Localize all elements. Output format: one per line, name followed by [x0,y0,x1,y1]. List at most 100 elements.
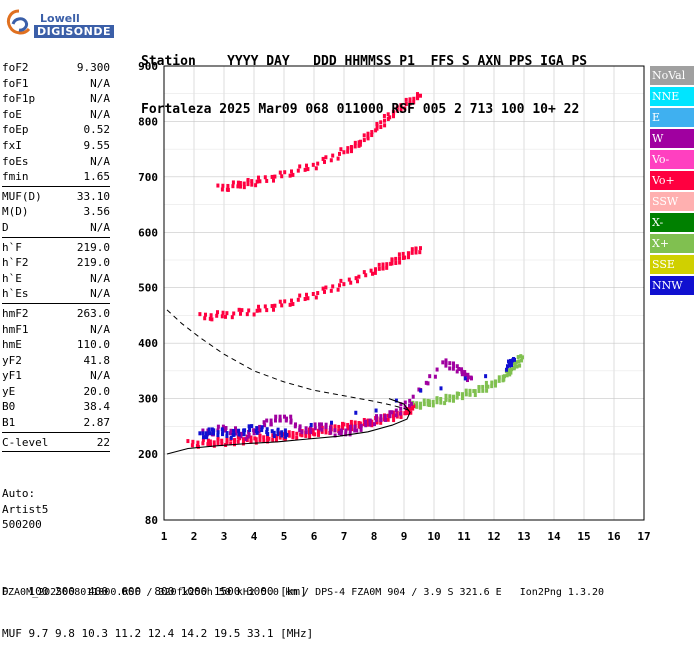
echo-point [246,178,250,183]
echo-point [321,156,325,161]
echo-point [515,364,519,369]
echo-point [270,429,274,434]
echo-point [512,357,515,361]
echo-point [250,424,254,429]
x-tick-label: 5 [281,530,288,543]
param-label: B1 [2,416,16,430]
param-row: fxI 9.55 [2,138,110,154]
echo-point [477,385,481,390]
param-value: 263.0 [76,306,110,320]
echo-point [477,388,481,393]
echo-point [212,428,216,433]
echo-point [208,316,212,321]
echo-point [232,438,236,443]
echo-point [258,308,262,313]
param-separator [2,236,110,238]
echo-point [244,437,248,442]
echo-point [366,134,370,139]
echo-point [245,312,249,317]
echo-point [503,374,506,379]
echo-point [510,367,514,372]
echo-point [392,414,395,419]
echo-point [375,420,379,425]
distance-muf-table: D 100 200 400 600 800 1000 1500 3000 [km… [2,557,313,655]
echo-point [408,403,411,408]
echo-point [463,372,467,377]
echo-point [235,429,238,434]
echo-point [232,428,236,433]
echo-point [381,262,385,267]
param-label: hmE [2,338,22,352]
echo-point [242,437,245,442]
echo-point [289,414,293,419]
echo-point [236,439,240,444]
echo-point [460,372,464,377]
echo-point [338,151,341,156]
echo-point [439,386,443,391]
echo-point [242,185,246,190]
echo-point [364,423,368,428]
echo-point [311,428,315,433]
param-row: yF1 N/A [2,368,110,384]
echo-point [470,376,473,381]
echo-point [283,437,287,442]
echo-point [265,178,269,183]
echo-point [356,279,359,284]
echo-point [234,426,237,431]
echo-point [208,431,211,436]
echo-point [318,426,322,431]
echo-point [295,431,299,436]
echo-point [386,112,390,117]
echo-point [204,312,207,317]
param-label: M(D) [2,205,29,219]
echo-point [333,428,337,433]
echo-point [362,138,366,143]
echo-point [353,140,357,145]
echo-point [373,422,376,427]
echo-point [226,183,230,188]
echo-point [272,434,276,439]
y-tick-label: 600 [138,226,158,239]
param-row: foEs N/A [2,154,110,170]
echo-point [255,179,259,184]
echo-point [323,159,326,164]
echo-point [484,380,488,385]
echo-point [313,422,317,427]
echo-point [521,355,524,360]
echo-point [473,393,477,398]
echo-point [229,435,233,440]
echo-point [212,440,216,445]
legend-item-vo-: Vo- [650,150,694,169]
echo-point [305,292,308,297]
echo-point [452,361,455,366]
direction-legend: NoVal NNE E W Vo- Vo+ SSW X- X+ SSE NNW [650,66,694,297]
echo-point [390,257,394,262]
echo-point [225,440,229,445]
echo-point [225,431,229,436]
param-value: 219.0 [76,256,110,270]
echo-point [455,395,459,400]
echo-point [291,172,295,177]
echo-point [418,405,422,410]
param-value: 41.8 [83,353,111,367]
echo-point [435,367,439,372]
echo-point [353,424,357,429]
echo-point [406,251,410,256]
param-row: foF2 9.300 [2,60,110,76]
header-labels: Station YYYY DAY DDD HHMMSS P1 FFS S AXN… [141,54,588,69]
echo-point [336,156,340,161]
param-label: yF2 [2,353,22,367]
param-row: h`F2 219.0 [2,255,110,271]
autoscaling-info: Auto: Artist5 500200 [2,486,48,533]
param-label: foF2 [2,61,29,74]
file-info-footer: FZA0M_2025068011000.RSF / 320fx256h 50 k… [2,587,605,598]
echo-point [368,418,372,423]
echo-point [254,437,258,442]
echo-point [249,439,253,444]
echo-point [257,175,260,180]
param-label: MUF(D) [2,189,42,203]
echo-point [198,431,202,436]
echo-point [444,363,448,368]
param-separator [2,185,110,187]
param-label: h`F2 [2,256,29,270]
